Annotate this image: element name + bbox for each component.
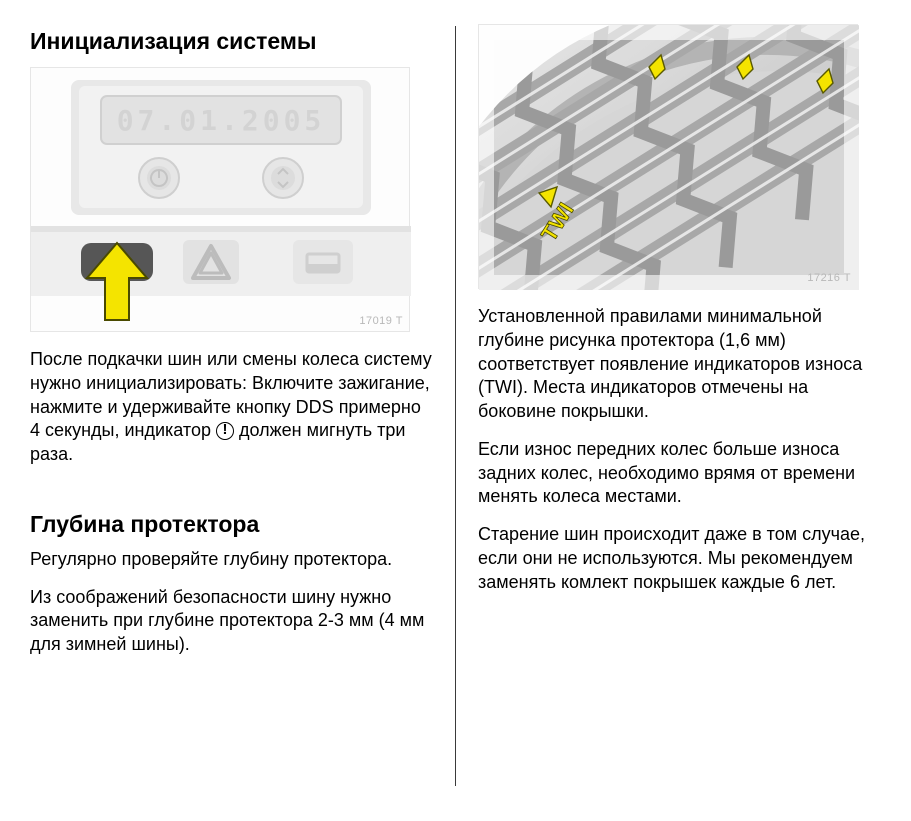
left-column: Инициализация системы 07.01.2005 [30,18,455,791]
para-aging: Старение шин происходит даже в том случа… [478,523,881,594]
figure-label: 17019 T [359,315,403,327]
heading-initialization: Инициализация системы [30,28,433,55]
heading-tread-depth: Глубина протектора [30,511,433,538]
para-check-tread: Регулярно проверяйте глубину протектора. [30,548,433,572]
para-twi: Установленной правилами минимальной глуб… [478,305,881,424]
para-replace-tread: Из соображений безопасности шину нужно з… [30,586,433,657]
dds-panel-illustration: 07.01.2005 [31,68,411,333]
para-rotate: Если износ передних колес больше износа … [478,438,881,509]
tire-tread-illustration: TWI [479,25,859,290]
figure-dds-panel: 07.01.2005 [30,67,410,332]
right-column: TWI 17216 T Установленной правилами мини… [456,18,881,791]
warning-indicator-icon: ! [216,422,234,440]
para-init: После подкачки шин или смены колеса сист… [30,348,433,467]
svg-text:07.01.2005: 07.01.2005 [117,104,326,137]
figure-label: 17216 T [807,272,851,284]
figure-tire-tread: TWI 17216 T [478,24,858,289]
page: Инициализация системы 07.01.2005 [0,0,911,821]
